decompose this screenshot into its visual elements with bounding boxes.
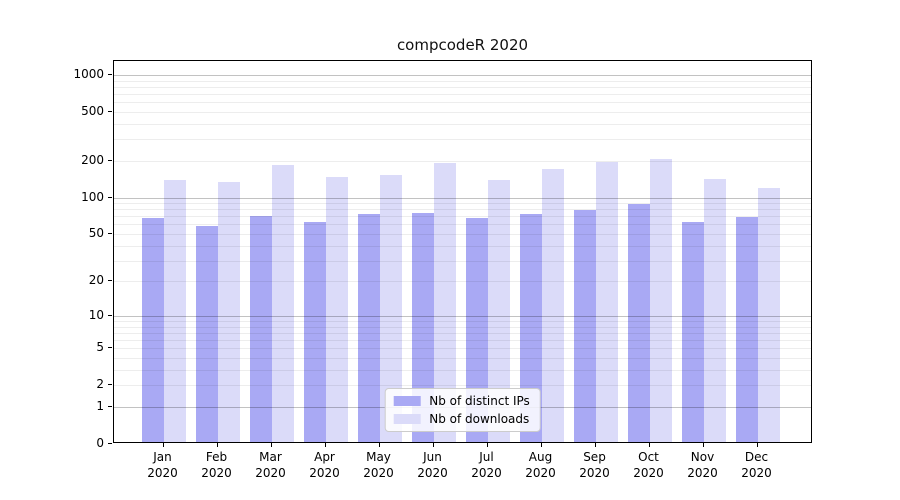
bar-distinct-ips-jun	[411, 212, 434, 442]
bar-downloads-feb	[217, 181, 240, 442]
x-tick-jun	[432, 443, 434, 447]
x-tick-apr	[324, 443, 326, 447]
bars-layer	[114, 61, 811, 442]
x-tick-label-feb: Feb 2020	[201, 450, 232, 480]
bar-distinct-ips-dec	[735, 216, 758, 442]
x-tick-may	[378, 443, 380, 447]
bar-distinct-ips-mar	[249, 215, 272, 442]
y-tick-5	[108, 347, 112, 349]
y-tick-label-200: 200	[81, 152, 104, 167]
y-tick-label-1: 1	[96, 399, 104, 413]
y-tick-20	[108, 280, 112, 282]
bar-downloads-apr	[325, 176, 348, 442]
bar-distinct-ips-feb	[195, 226, 218, 442]
x-tick-label-jul: Jul 2020	[471, 450, 502, 480]
legend-label: Nb of distinct IPs	[429, 394, 530, 408]
x-tick-label-oct: Oct 2020	[633, 450, 664, 480]
x-tick-label-apr: Apr 2020	[309, 450, 340, 480]
y-tick-200	[108, 159, 112, 161]
y-tick-label-50: 50	[88, 226, 104, 240]
bar-distinct-ips-jan	[141, 218, 164, 442]
x-tick-nov	[702, 443, 704, 447]
y-tick-label-10: 10	[88, 307, 104, 322]
x-tick-jul	[486, 443, 488, 447]
y-tick-label-1000: 1000	[73, 67, 104, 81]
x-tick-oct	[648, 443, 650, 447]
bar-distinct-ips-nov	[681, 222, 704, 442]
bar-distinct-ips-apr	[303, 221, 326, 442]
x-tick-label-may: May 2020	[363, 450, 394, 480]
legend-label: Nb of downloads	[429, 412, 530, 426]
chart-title: compcodeR 2020	[396, 36, 529, 54]
bar-downloads-oct	[649, 158, 672, 442]
legend: Nb of distinct IPs Nb of downloads	[384, 388, 541, 432]
y-tick-label-0: 0	[96, 436, 104, 450]
bar-distinct-ips-jul	[465, 218, 488, 442]
bar-distinct-ips-may	[357, 213, 380, 442]
y-tick-100	[108, 196, 112, 198]
x-tick-jan	[162, 443, 164, 447]
y-tick-0	[108, 443, 112, 444]
y-tick-label-500: 500	[81, 104, 104, 118]
bar-distinct-ips-aug	[519, 214, 542, 442]
legend-row: Nb of downloads	[393, 412, 530, 426]
legend-row: Nb of distinct IPs	[393, 394, 530, 408]
plot-area: Nb of distinct IPs Nb of downloads	[113, 60, 812, 443]
y-tick-1000	[108, 74, 112, 75]
x-tick-label-jan: Jan 2020	[147, 450, 178, 480]
bar-downloads-aug	[541, 168, 564, 442]
x-tick-label-nov: Nov 2020	[687, 450, 718, 480]
x-tick-dec	[756, 443, 758, 447]
x-tick-feb	[216, 443, 218, 447]
x-tick-aug	[540, 443, 542, 447]
bar-downloads-dec	[757, 187, 780, 442]
y-tick-10	[108, 314, 112, 316]
y-tick-label-100: 100	[81, 189, 104, 204]
y-tick-50	[108, 233, 112, 234]
bar-downloads-sep	[595, 161, 618, 442]
legend-swatch-icon	[393, 396, 421, 406]
x-tick-label-jun: Jun 2020	[417, 450, 448, 480]
x-tick-mar	[270, 443, 272, 447]
x-tick-label-sep: Sep 2020	[579, 450, 610, 480]
y-tick-label-5: 5	[96, 340, 104, 355]
bar-downloads-jun	[433, 162, 456, 442]
bar-downloads-jan	[163, 179, 186, 442]
y-tick-500	[108, 111, 112, 112]
bar-downloads-jul	[487, 179, 510, 442]
bar-downloads-nov	[703, 178, 726, 442]
bar-downloads-may	[379, 175, 402, 442]
y-tick-1	[108, 406, 112, 407]
y-tick-label-20: 20	[88, 273, 104, 288]
y-tick-label-2: 2	[96, 377, 104, 392]
y-tick-2	[108, 384, 112, 386]
x-tick-label-mar: Mar 2020	[255, 450, 286, 480]
legend-swatch-icon	[393, 414, 421, 424]
x-tick-label-dec: Dec 2020	[741, 450, 772, 480]
bar-distinct-ips-sep	[573, 210, 596, 442]
x-tick-sep	[594, 443, 596, 447]
bar-distinct-ips-oct	[627, 204, 650, 442]
bar-downloads-mar	[271, 164, 294, 442]
x-tick-label-aug: Aug 2020	[525, 450, 556, 480]
